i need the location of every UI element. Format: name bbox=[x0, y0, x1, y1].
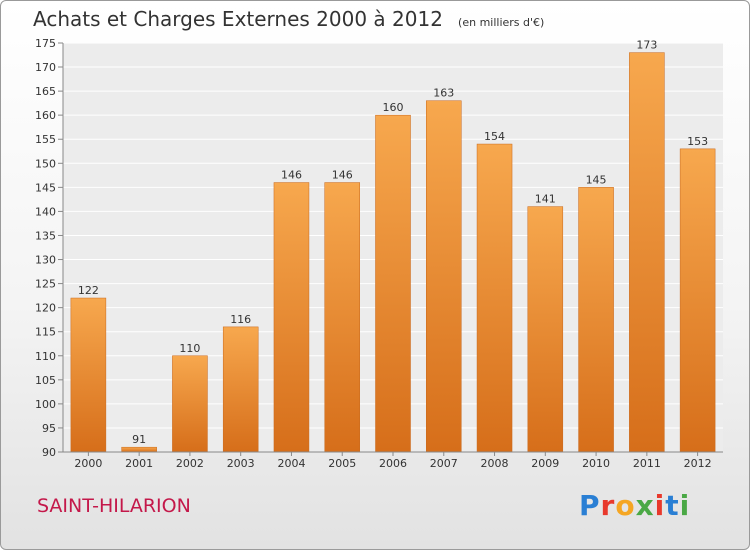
bar-value-label: 163 bbox=[433, 87, 454, 100]
x-tick-label: 2010 bbox=[582, 457, 610, 470]
x-tick-label: 2001 bbox=[125, 457, 153, 470]
logo-letter: r bbox=[600, 489, 616, 522]
y-tick-label: 100 bbox=[35, 398, 56, 411]
bar bbox=[679, 148, 716, 453]
logo-letter: t bbox=[665, 489, 680, 522]
bar-value-label: 154 bbox=[484, 130, 505, 143]
bar bbox=[426, 100, 462, 453]
bars: 122 91 110 116 146 146 160 163 154 141 145 173 153 bbox=[70, 39, 716, 453]
bar-value-label: 145 bbox=[586, 173, 607, 186]
bar-value-label: 173 bbox=[636, 39, 657, 52]
bar-value-label: 146 bbox=[281, 169, 302, 182]
chart-title: Achats et Charges Externes 2000 à 2012 bbox=[33, 7, 443, 31]
y-tick-label: 155 bbox=[35, 133, 56, 146]
bar bbox=[629, 52, 665, 453]
x-tick-label: 2000 bbox=[74, 457, 102, 470]
y-tick-label: 160 bbox=[35, 109, 56, 122]
bar-value-label: 116 bbox=[230, 313, 251, 326]
y-tick-label: 125 bbox=[35, 278, 56, 291]
y-tick-label: 90 bbox=[42, 446, 56, 459]
y-tick-label: 95 bbox=[42, 422, 56, 435]
bar-value-label: 91 bbox=[132, 433, 146, 446]
x-tick-label: 2005 bbox=[328, 457, 356, 470]
chart-subtitle: (en milliers d'€) bbox=[458, 16, 545, 29]
y-tick-label: 115 bbox=[35, 326, 56, 339]
y-tick-label: 175 bbox=[35, 37, 56, 50]
bar bbox=[476, 143, 513, 453]
bar-value-label: 122 bbox=[78, 284, 99, 297]
y-tick-label: 135 bbox=[35, 229, 56, 242]
x-tick-label: 2007 bbox=[430, 457, 458, 470]
bar bbox=[273, 182, 310, 453]
bar bbox=[121, 446, 157, 453]
logo-letter: o bbox=[615, 489, 636, 522]
y-tick-label: 145 bbox=[35, 181, 56, 194]
bar bbox=[375, 114, 411, 453]
logo-letter: P bbox=[579, 489, 601, 522]
bar-value-label: 153 bbox=[687, 135, 708, 148]
logo-letter: i bbox=[679, 489, 691, 522]
y-tick-label: 165 bbox=[35, 85, 56, 98]
y-tick-label: 140 bbox=[35, 205, 56, 218]
x-axis: 2000 2001 2002 2003 2004 2005 2006 2007 2008 2009… bbox=[63, 451, 723, 470]
x-tick-label: 2009 bbox=[531, 457, 559, 470]
y-tick-label: 170 bbox=[35, 61, 56, 74]
y-tick-label: 120 bbox=[35, 302, 56, 315]
bar-value-label: 160 bbox=[383, 101, 404, 114]
bar-value-label: 146 bbox=[332, 169, 353, 182]
x-tick-label: 2011 bbox=[633, 457, 661, 470]
bar bbox=[172, 355, 208, 453]
logo-letter: i bbox=[654, 489, 666, 522]
bar-value-label: 141 bbox=[535, 193, 556, 206]
y-tick-label: 130 bbox=[35, 254, 56, 267]
logo-letter: x bbox=[635, 489, 655, 522]
x-tick-label: 2012 bbox=[684, 457, 712, 470]
bar bbox=[324, 182, 360, 453]
proxiti-logo: Proxiti bbox=[579, 489, 690, 522]
bar bbox=[70, 297, 107, 453]
x-tick-label: 2003 bbox=[227, 457, 255, 470]
y-tick-label: 105 bbox=[35, 374, 56, 387]
y-axis: 90 95 100 105 110 115 120 125 130 135 140 145 150 155… bbox=[35, 37, 64, 459]
bar bbox=[578, 187, 614, 453]
x-tick-label: 2006 bbox=[379, 457, 407, 470]
bar-value-label: 110 bbox=[179, 342, 200, 355]
x-tick-label: 2002 bbox=[176, 457, 204, 470]
bar bbox=[527, 206, 564, 453]
y-tick-label: 150 bbox=[35, 157, 56, 170]
bar bbox=[222, 326, 259, 453]
title-row: Achats et Charges Externes 2000 à 2012 (… bbox=[33, 7, 544, 31]
commune-name: SAINT-HILARION bbox=[37, 495, 191, 517]
x-tick-label: 2004 bbox=[277, 457, 305, 470]
x-tick-label: 2008 bbox=[481, 457, 509, 470]
y-tick-label: 110 bbox=[35, 350, 56, 363]
